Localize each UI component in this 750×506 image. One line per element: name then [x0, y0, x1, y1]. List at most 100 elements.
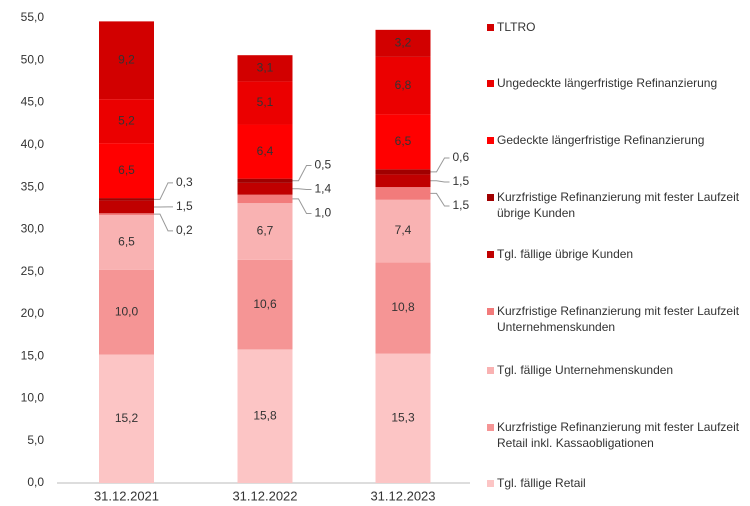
y-tick-label: 5,0: [27, 433, 44, 447]
bar-segment: [237, 178, 293, 183]
legend-label: Kurzfristige Refinanzierung mit fester L…: [497, 190, 740, 220]
legend-swatch: [487, 480, 494, 487]
y-tick-label: 30,0: [21, 222, 45, 236]
legend-item: Tgl. fällige Unternehmenskunden: [487, 362, 745, 378]
legend-item: Tgl. fällige übrige Kunden: [487, 246, 745, 262]
bar-segment: [375, 353, 431, 483]
bar-segment: [99, 354, 154, 483]
value-label: 6,4: [257, 144, 274, 158]
legend-label: Tgl. fällige übrige Kunden: [497, 247, 634, 261]
leader-line: [154, 182, 173, 200]
leader-line: [292, 198, 312, 214]
legend-swatch: [487, 424, 494, 431]
legend-item: Gedeckte längerfristige Refinanzierung: [487, 132, 745, 148]
legend-label: Tgl. fällige Unternehmenskunden: [497, 363, 674, 377]
bar-segment: [375, 199, 431, 263]
legend-label: Kurzfristige Refinanzierung mit fester L…: [497, 304, 740, 334]
x-tick-label: 31.12.2021: [94, 488, 159, 503]
legend-swatch: [487, 367, 494, 374]
x-tick-label: 31.12.2022: [232, 488, 297, 503]
bar-segment: [237, 194, 293, 204]
x-tick-label: 31.12.2023: [370, 488, 435, 503]
y-tick-label: 25,0: [21, 264, 45, 278]
value-label: 0,3: [176, 175, 193, 189]
bar-segment: [99, 21, 154, 100]
y-tick-label: 0,0: [27, 475, 44, 489]
value-label: 15,8: [253, 408, 277, 422]
bar-segment: [237, 203, 293, 260]
bar-segment: [375, 169, 431, 175]
legend-label: Gedeckte längerfristige Refinanzierung: [497, 133, 705, 147]
bar-segment: [237, 124, 293, 179]
value-label: 5,1: [257, 95, 274, 109]
bar-segment: [237, 349, 293, 483]
y-tick-label: 20,0: [21, 306, 45, 320]
bar-segment: [99, 200, 154, 214]
legend-label: Tgl. fällige Retail: [497, 476, 586, 490]
value-label: 1,5: [453, 174, 470, 188]
bar-segment: [375, 262, 431, 354]
y-tick-label: 45,0: [21, 95, 45, 109]
value-label: 10,8: [391, 300, 415, 314]
value-label: 6,5: [118, 163, 135, 177]
legend-label: TLTRO: [497, 20, 536, 34]
bar-segment: [375, 187, 431, 200]
value-label: 6,5: [395, 134, 412, 148]
bar-segment: [375, 29, 431, 57]
value-label: 1,5: [176, 199, 193, 213]
y-tick-label: 50,0: [21, 52, 45, 66]
value-label: 15,3: [391, 410, 415, 424]
legend-label: Ungedeckte längerfristige Refinanzierung: [497, 76, 718, 90]
bar-segment: [237, 55, 293, 82]
value-label: 3,2: [395, 36, 412, 50]
y-tick-label: 40,0: [21, 137, 45, 151]
legend-swatch: [487, 194, 494, 201]
legend-label: Kurzfristige Refinanzierung mit fester L…: [497, 420, 740, 450]
legend-item: Kurzfristige Refinanzierung mit fester L…: [487, 303, 745, 335]
value-label: 10,0: [115, 304, 139, 318]
leader-line: [430, 157, 450, 173]
bar-segment: [99, 269, 154, 355]
bar-segment: [237, 259, 293, 350]
value-label: 10,6: [253, 297, 277, 311]
y-tick-label: 10,0: [21, 391, 45, 405]
value-label: 1,4: [315, 182, 332, 196]
value-label: 5,2: [118, 113, 135, 127]
y-tick-label: 15,0: [21, 348, 45, 362]
legend-item: Kurzfristige Refinanzierung mit fester L…: [487, 189, 745, 221]
legend-swatch: [487, 308, 494, 315]
legend-swatch: [487, 137, 494, 144]
bar-segment: [99, 198, 154, 201]
value-label: 15,2: [115, 411, 139, 425]
value-label: 6,8: [395, 78, 412, 92]
legend-item: TLTRO: [487, 19, 745, 35]
value-label: 1,5: [453, 198, 470, 212]
value-label: 7,4: [395, 223, 412, 237]
value-label: 0,5: [315, 158, 332, 172]
bar-segment: [99, 99, 154, 144]
value-label: 6,7: [257, 224, 274, 238]
bar-segment: [237, 182, 293, 195]
value-label: 0,6: [453, 150, 470, 164]
leader-line: [292, 164, 312, 182]
value-label: 9,2: [118, 52, 135, 66]
legend-swatch: [487, 80, 494, 87]
leader-line: [430, 192, 450, 207]
legend-item: Kurzfristige Refinanzierung mit fester L…: [487, 419, 745, 451]
bar-segment: [99, 213, 154, 215]
y-tick-label: 35,0: [21, 179, 45, 193]
leader-line: [292, 188, 312, 190]
legend-item: Ungedeckte längerfristige Refinanzierung: [487, 75, 745, 91]
leader-line: [154, 213, 173, 232]
legend-swatch: [487, 24, 494, 31]
bar-segment: [99, 143, 154, 199]
y-tick-label: 55,0: [21, 10, 45, 24]
bar-segment: [237, 81, 293, 125]
value-label: 6,5: [118, 235, 135, 249]
legend-swatch: [487, 251, 494, 258]
value-label: 3,1: [257, 60, 274, 74]
bar-segment: [99, 214, 154, 270]
leader-line: [430, 180, 450, 183]
